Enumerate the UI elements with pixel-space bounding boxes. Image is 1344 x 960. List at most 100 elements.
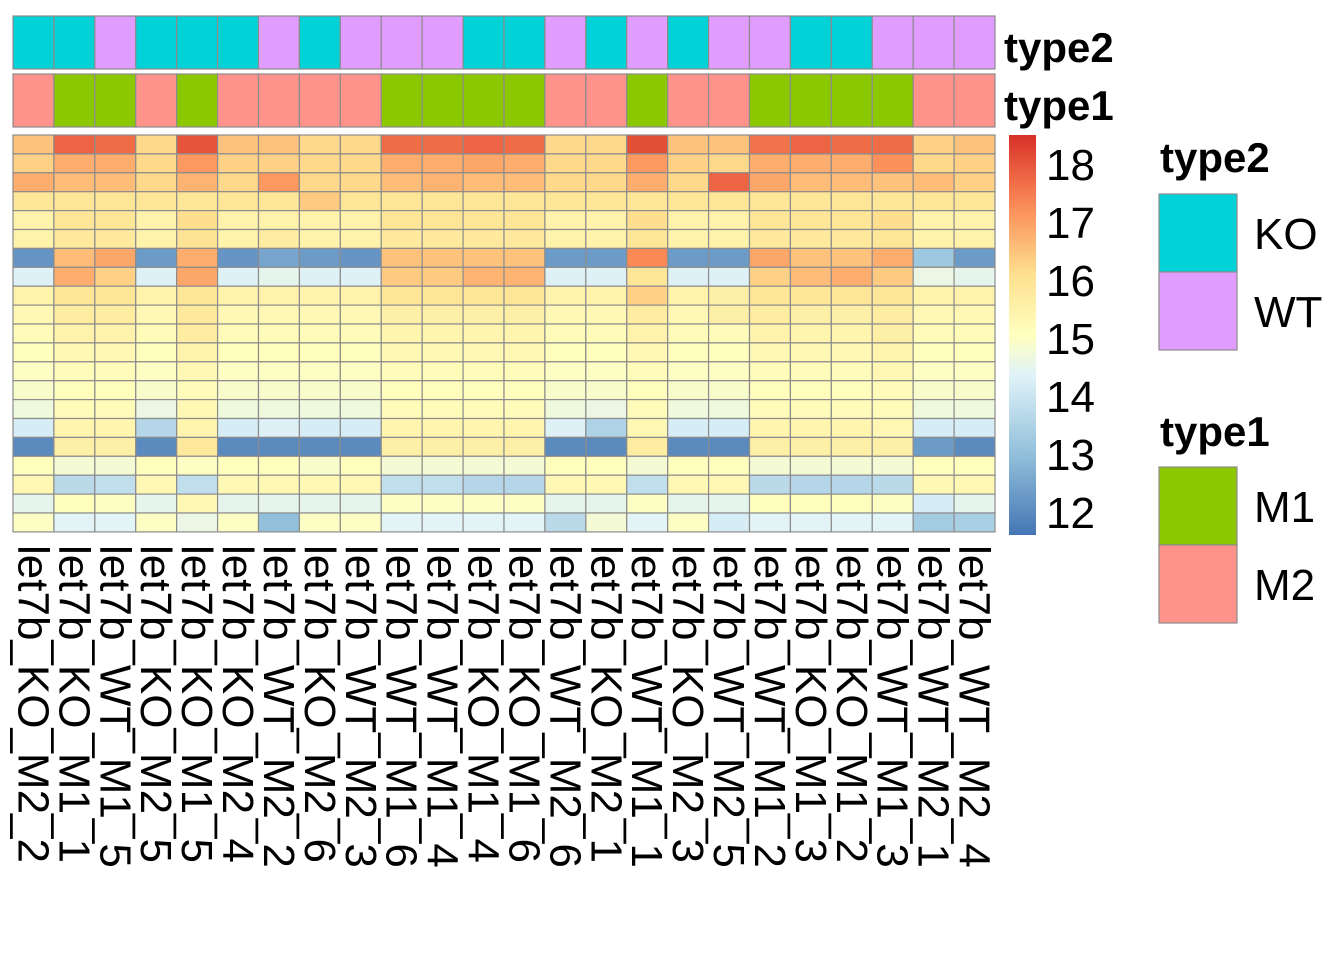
heatmap-cell [626, 399, 669, 420]
heatmap-cell [544, 380, 587, 401]
heatmap-cell [544, 323, 587, 344]
heatmap-cell [953, 191, 996, 212]
heatmap-cell [830, 153, 873, 174]
column-label: let7b_WT_M1_1 [622, 545, 671, 868]
heatmap-cell [544, 210, 587, 231]
heatmap-cell [176, 323, 219, 344]
heatmap-cell [830, 361, 873, 382]
colorbar-tick-label: 14 [1046, 373, 1095, 422]
heatmap-cell [462, 493, 505, 514]
heatmap-cell [135, 134, 178, 155]
heatmap-cell [912, 191, 955, 212]
heatmap-cell [544, 228, 587, 249]
annotation-cell-type2 [789, 15, 832, 70]
heatmap-cell [257, 304, 301, 325]
heatmap-cell [176, 361, 219, 382]
heatmap-cell [953, 455, 996, 476]
heatmap-cell [462, 399, 505, 420]
heatmap-cell [667, 134, 710, 155]
heatmap-cell [53, 191, 96, 212]
heatmap-cell [257, 342, 301, 363]
heatmap-cell [707, 455, 751, 476]
heatmap-cell [789, 172, 832, 193]
heatmap-cell [748, 361, 792, 382]
heatmap-cell [871, 191, 914, 212]
column-label: let7b_WT_M1_2 [745, 545, 794, 868]
heatmap-cell [912, 493, 955, 514]
heatmap-cell [339, 134, 382, 155]
heatmap-cell [707, 228, 751, 249]
heatmap-cell [462, 266, 505, 287]
heatmap-cell [626, 380, 669, 401]
colorbar-tick-label: 12 [1046, 489, 1095, 538]
heatmap-cell [830, 247, 873, 268]
heatmap-cell [789, 512, 832, 533]
heatmap-cell [298, 285, 341, 306]
heatmap-cell [871, 134, 914, 155]
heatmap-cell [176, 342, 219, 363]
annotation-cell-type2 [626, 15, 669, 70]
heatmap-cell [12, 380, 55, 401]
annotation-row-type2 [12, 15, 996, 70]
heatmap-cell [912, 304, 955, 325]
heatmap-cell [135, 172, 178, 193]
heatmap-cell [585, 436, 628, 457]
heatmap-cell [830, 455, 873, 476]
heatmap-cell [176, 417, 219, 438]
heatmap-cell [953, 436, 996, 457]
heatmap-cell [257, 323, 301, 344]
heatmap-cell [707, 399, 751, 420]
heatmap-cell [667, 399, 710, 420]
heatmap-cell [912, 172, 955, 193]
heatmap-cell [53, 247, 96, 268]
heatmap-cell [789, 323, 832, 344]
heatmap-cell [94, 361, 137, 382]
heatmap-cell [421, 228, 464, 249]
heatmap-cell [953, 512, 996, 533]
heatmap-cell [707, 361, 751, 382]
annotation-cell-type1 [667, 73, 710, 128]
heatmap-cell [830, 134, 873, 155]
heatmap-cell [667, 266, 710, 287]
column-label: let7b_KO_M2_3 [663, 545, 712, 863]
heatmap-cell [135, 380, 178, 401]
heatmap-cell [912, 285, 955, 306]
column-label: let7b_KO_M2_1 [581, 545, 630, 863]
heatmap-cell [585, 285, 628, 306]
legend-swatch-WT [1158, 271, 1238, 351]
heatmap-cell [748, 304, 792, 325]
heatmap-cell [462, 342, 505, 363]
heatmap-cell [298, 191, 341, 212]
heatmap-cell [707, 191, 751, 212]
heatmap-cell [216, 342, 260, 363]
column-label: let7b_KO_M2_6 [295, 545, 344, 863]
heatmap-cell [789, 247, 832, 268]
heatmap-cell [94, 285, 137, 306]
heatmap-cell [585, 493, 628, 514]
annotation-cell-type2 [871, 15, 914, 70]
heatmap-cell [667, 247, 710, 268]
heatmap-cell [176, 493, 219, 514]
heatmap-cell [503, 266, 546, 287]
heatmap-cell [667, 493, 710, 514]
colorbar-ticks: 12 13 14 15 16 17 18 [1046, 141, 1095, 538]
heatmap-cell [544, 361, 587, 382]
heatmap-cell [94, 417, 137, 438]
heatmap-cell [380, 417, 423, 438]
heatmap-cell [53, 134, 96, 155]
heatmap-cell [257, 285, 301, 306]
heatmap-cell [830, 304, 873, 325]
heatmap-cell [503, 399, 546, 420]
heatmap-cell [339, 210, 382, 231]
heatmap-cell [953, 247, 996, 268]
column-label: let7b_KO_M2_5 [131, 545, 180, 863]
annotation-label-type2: type2 [1004, 24, 1114, 71]
heatmap-cell [953, 323, 996, 344]
heatmap-cell [298, 380, 341, 401]
heatmap-cell [585, 134, 628, 155]
heatmap-cell [544, 172, 587, 193]
heatmap-cell [216, 436, 260, 457]
heatmap-cell [176, 285, 219, 306]
heatmap-cell [830, 266, 873, 287]
heatmap-cell [912, 436, 955, 457]
